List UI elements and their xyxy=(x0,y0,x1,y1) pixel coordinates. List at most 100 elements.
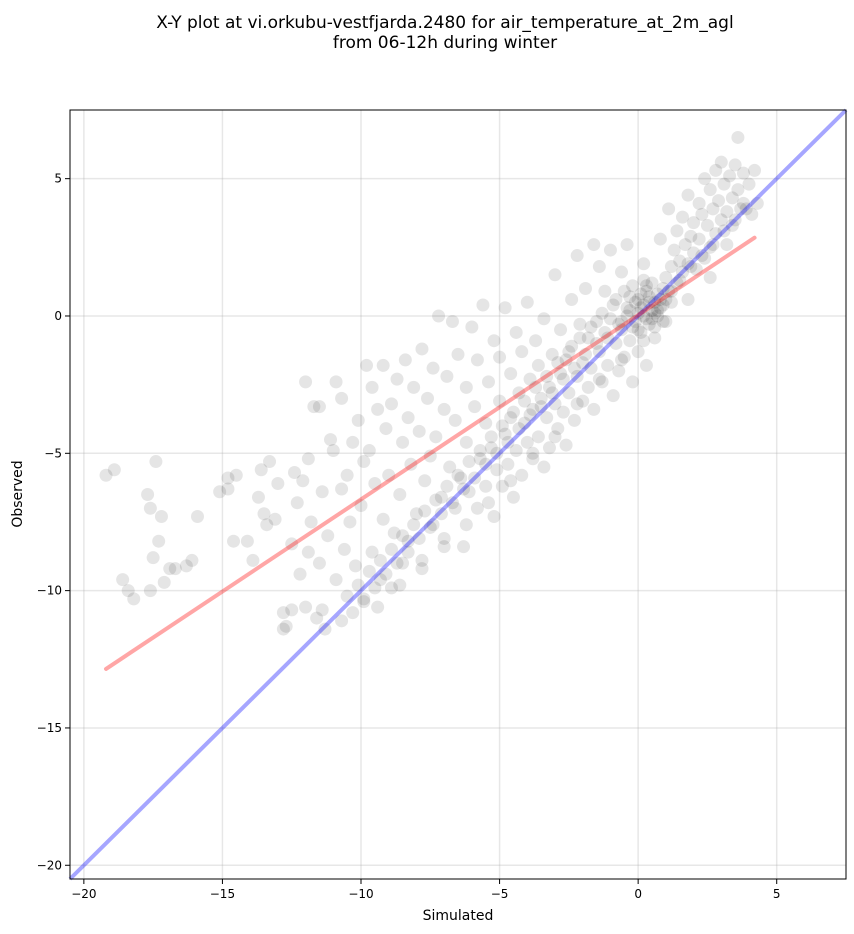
scatter-point xyxy=(631,293,645,307)
scatter-point xyxy=(642,295,656,309)
scatter-point xyxy=(498,301,512,315)
scatter-point xyxy=(384,542,398,556)
scatter-point xyxy=(423,520,437,534)
scatter-point xyxy=(631,345,645,359)
scatter-point xyxy=(246,553,260,567)
y-tick-label: 5 xyxy=(54,172,62,186)
scatter-point xyxy=(351,413,365,427)
scatter-point xyxy=(318,622,332,636)
scatter-point xyxy=(221,471,235,485)
scatter-point xyxy=(656,314,670,328)
scatter-point xyxy=(581,380,595,394)
scatter-point xyxy=(304,515,318,529)
scatter-point xyxy=(373,573,387,587)
scatter-point xyxy=(603,243,617,257)
scatter-point xyxy=(634,301,648,315)
scatter-point xyxy=(379,567,393,581)
scatter-point xyxy=(700,218,714,232)
scatter-point xyxy=(706,238,720,252)
scatter-point xyxy=(659,314,673,328)
scatter-point xyxy=(656,298,670,312)
scatter-point xyxy=(623,290,637,304)
scatter-point xyxy=(501,435,515,449)
scatter-point xyxy=(706,202,720,216)
scatter-point xyxy=(576,394,590,408)
scatter-point xyxy=(653,232,667,246)
scatter-point xyxy=(376,358,390,372)
scatter-point xyxy=(603,312,617,326)
scatter-point xyxy=(520,295,534,309)
scatter-point xyxy=(612,364,626,378)
scatter-point xyxy=(368,581,382,595)
scatter-point xyxy=(468,400,482,414)
scatter-point xyxy=(590,314,604,328)
scatter-point xyxy=(429,430,443,444)
scatter-point xyxy=(260,518,274,532)
scatter-point xyxy=(637,257,651,271)
scatter-point xyxy=(534,400,548,414)
scatter-point xyxy=(396,556,410,570)
scatter-point xyxy=(648,295,662,309)
scatter-point xyxy=(434,490,448,504)
scatter-point xyxy=(163,562,177,576)
scatter-point xyxy=(662,202,676,216)
y-tick-label: −15 xyxy=(37,721,62,735)
scatter-point xyxy=(351,578,365,592)
scatter-point xyxy=(598,325,612,339)
scatter-points xyxy=(99,130,764,636)
scatter-point xyxy=(116,573,130,587)
scatter-point xyxy=(412,531,426,545)
scatter-point xyxy=(745,207,759,221)
scatter-point xyxy=(567,413,581,427)
scatter-point xyxy=(512,422,526,436)
scatter-point xyxy=(99,468,113,482)
scatter-point xyxy=(684,229,698,243)
scatter-point xyxy=(329,573,343,587)
scatter-point xyxy=(717,224,731,238)
scatter-point xyxy=(376,512,390,526)
scatter-point xyxy=(648,320,662,334)
scatter-point xyxy=(695,249,709,263)
scatter-point xyxy=(154,509,168,523)
scatter-point xyxy=(509,444,523,458)
scatter-point xyxy=(526,446,540,460)
scatter-point xyxy=(606,298,620,312)
scatter-point xyxy=(703,271,717,285)
scatter-point xyxy=(559,353,573,367)
scatter-point xyxy=(637,273,651,287)
scatter-point xyxy=(584,361,598,375)
scatter-point xyxy=(526,452,540,466)
scatter-point xyxy=(379,422,393,436)
scatter-point xyxy=(698,251,712,265)
y-tick-label: −10 xyxy=(37,584,62,598)
scatter-point xyxy=(340,589,354,603)
scatter-point xyxy=(590,336,604,350)
scatter-point xyxy=(675,210,689,224)
scatter-point xyxy=(712,194,726,208)
scatter-point xyxy=(504,367,518,381)
scatter-point xyxy=(362,564,376,578)
scatter-point xyxy=(143,584,157,598)
scatter-point xyxy=(299,600,313,614)
scatter-point xyxy=(562,386,576,400)
scatter-point xyxy=(365,545,379,559)
scatter-point xyxy=(545,386,559,400)
scatter-point xyxy=(415,562,429,576)
scatter-point xyxy=(628,314,642,328)
scatter-point xyxy=(637,334,651,348)
scatter-point xyxy=(276,622,290,636)
scatter-point xyxy=(626,375,640,389)
scatter-point xyxy=(321,529,335,543)
scatter-point xyxy=(421,391,435,405)
scatter-point xyxy=(401,411,415,425)
scatter-point xyxy=(623,303,637,317)
scatter-point xyxy=(709,163,723,177)
scatter-point xyxy=(565,339,579,353)
scatter-point xyxy=(509,325,523,339)
scatter-point xyxy=(451,468,465,482)
scatter-point xyxy=(540,369,554,383)
scatter-point xyxy=(664,284,678,298)
scatter-point xyxy=(454,471,468,485)
scatter-point xyxy=(615,314,629,328)
